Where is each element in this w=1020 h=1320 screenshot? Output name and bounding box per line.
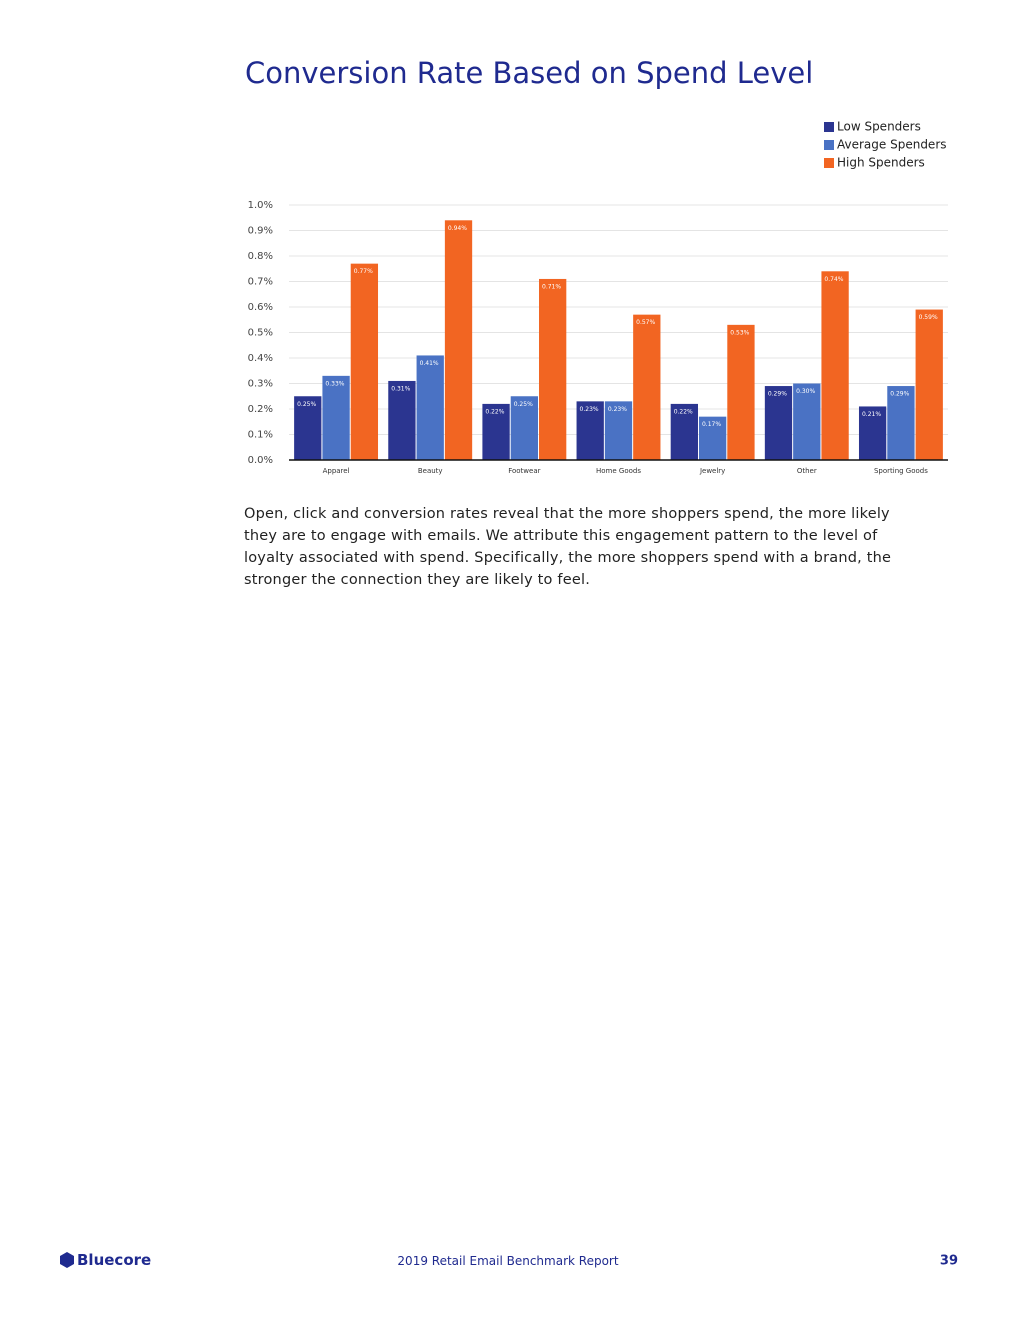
value-label: 0.23% xyxy=(580,406,599,413)
report-title: 2019 Retail Email Benchmark Report xyxy=(397,1254,618,1268)
value-label: 0.57% xyxy=(636,319,655,326)
chart-title: Conversion Rate Based on Spend Level xyxy=(245,56,813,90)
x-tick-label: Beauty xyxy=(418,467,443,475)
legend-swatch xyxy=(824,122,834,132)
value-label: 0.22% xyxy=(674,408,693,415)
value-label: 0.94% xyxy=(448,225,467,232)
value-label: 0.74% xyxy=(824,276,843,283)
x-tick-label: Footwear xyxy=(508,467,540,475)
footer: Bluecore 2019 Retail Email Benchmark Rep… xyxy=(60,1251,958,1269)
value-label: 0.33% xyxy=(325,380,344,387)
value-label: 0.22% xyxy=(485,408,504,415)
bar xyxy=(416,355,444,460)
x-tick-label: Other xyxy=(797,467,817,475)
bar xyxy=(670,403,698,460)
legend-label: Low Spenders xyxy=(837,120,921,134)
bar xyxy=(444,220,473,460)
legend-swatch xyxy=(824,158,834,168)
y-tick-label: 0.2% xyxy=(248,404,273,415)
value-label: 0.25% xyxy=(514,401,533,408)
y-tick-label: 0.9% xyxy=(248,226,273,237)
bar xyxy=(698,416,727,460)
bar xyxy=(604,401,633,460)
x-tick-label: Sporting Goods xyxy=(874,467,928,475)
value-label: 0.29% xyxy=(768,391,787,398)
bar xyxy=(576,401,604,460)
legend-label: Average Spenders xyxy=(837,138,947,152)
value-label: 0.30% xyxy=(796,388,815,395)
y-tick-label: 0.8% xyxy=(248,251,273,262)
value-label: 0.59% xyxy=(919,314,938,321)
bar xyxy=(915,309,943,460)
bar xyxy=(350,263,379,460)
bar xyxy=(821,271,849,460)
y-tick-label: 0.5% xyxy=(248,328,273,339)
value-label: 0.41% xyxy=(420,360,439,367)
value-label: 0.17% xyxy=(702,421,721,428)
bar xyxy=(482,403,510,460)
y-tick-label: 0.4% xyxy=(248,353,273,364)
bar xyxy=(633,314,661,460)
y-tick-label: 0.7% xyxy=(248,277,273,288)
value-label: 0.77% xyxy=(354,268,373,275)
bar xyxy=(793,383,821,460)
y-tick-label: 0.1% xyxy=(248,430,273,441)
chart: Conversion Rate Based on Spend Level 0.0… xyxy=(245,56,948,475)
value-label: 0.29% xyxy=(890,391,909,398)
bar xyxy=(727,324,755,460)
y-tick-label: 0.6% xyxy=(248,302,273,313)
bar xyxy=(294,396,322,460)
bar xyxy=(764,386,793,460)
y-tick-label: 1.0% xyxy=(248,200,273,211)
value-label: 0.23% xyxy=(608,406,627,413)
y-tick-label: 0.0% xyxy=(248,455,273,466)
legend-label: High Spenders xyxy=(837,156,925,170)
value-label: 0.53% xyxy=(730,329,749,336)
x-tick-label: Apparel xyxy=(323,467,350,475)
bar xyxy=(539,278,567,460)
x-tick-label: Jewelry xyxy=(699,467,725,475)
x-tick-label: Home Goods xyxy=(596,467,641,475)
value-label: 0.31% xyxy=(391,385,410,392)
bar xyxy=(388,380,416,460)
logo-icon xyxy=(60,1252,74,1268)
value-label: 0.25% xyxy=(297,401,316,408)
body-paragraph: Open, click and conversion rates reveal … xyxy=(244,506,892,588)
legend-swatch xyxy=(824,140,834,150)
value-label: 0.71% xyxy=(542,283,561,290)
bar xyxy=(858,406,887,460)
logo-text: Bluecore xyxy=(77,1251,151,1269)
bar xyxy=(510,396,539,460)
page-number: 39 xyxy=(940,1254,958,1269)
value-label: 0.21% xyxy=(862,411,881,418)
bar xyxy=(887,386,915,460)
y-tick-label: 0.3% xyxy=(248,379,273,390)
bar xyxy=(322,375,350,460)
